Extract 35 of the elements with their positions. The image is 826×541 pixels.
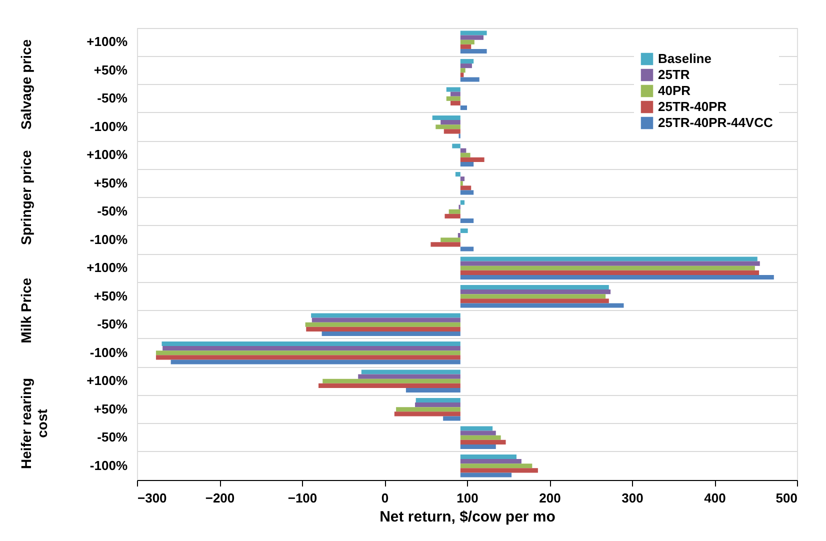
y-tick-label: -50% — [97, 316, 128, 332]
y-tick-label: +100% — [86, 34, 128, 50]
y-tick-label: -100% — [90, 118, 128, 134]
y-tick-label: +50% — [94, 175, 128, 190]
text: Springer price — [18, 150, 34, 245]
y-tick-label: +100% — [86, 147, 128, 162]
x-tick-label: −100 — [288, 490, 318, 506]
x-tick-label: 500 — [776, 490, 798, 506]
legend-label: 25TR — [658, 67, 690, 82]
y-tick-label: -50% — [97, 90, 128, 106]
x-tick-label: −200 — [205, 490, 235, 506]
text: Heifer rearing cost — [18, 378, 50, 470]
y-tick-label: -100% — [90, 232, 128, 247]
legend-label: 25TR-40PR-44VCC — [658, 115, 774, 130]
y-tick-label: -50% — [97, 204, 128, 219]
text: Salvage price — [18, 39, 34, 130]
legend-label: Baseline — [658, 51, 712, 66]
y-tick-label: -100% — [90, 458, 128, 473]
text: Milk Price — [18, 278, 34, 344]
x-tick-label: −300 — [138, 490, 167, 506]
y-tick-label: -50% — [97, 430, 128, 445]
x-axis-title: Net return, $/cow per mo — [380, 508, 556, 526]
x-tick-label: 100 — [456, 490, 478, 506]
y-tick-label: +50% — [94, 288, 128, 304]
y-tick-label: +50% — [94, 401, 128, 416]
legend-label: 40PR — [658, 83, 692, 98]
x-tick-label: 300 — [622, 490, 644, 506]
x-tick-label: 0 — [381, 490, 389, 506]
legend-label: 25TR-40PR — [658, 99, 728, 114]
x-tick-label: 400 — [704, 490, 726, 506]
y-tick-label: +50% — [94, 62, 128, 78]
y-tick-label: +100% — [86, 373, 128, 388]
y-tick-label: -100% — [90, 344, 128, 360]
x-tick-label: 200 — [539, 490, 561, 506]
y-tick-label: +100% — [86, 260, 128, 276]
